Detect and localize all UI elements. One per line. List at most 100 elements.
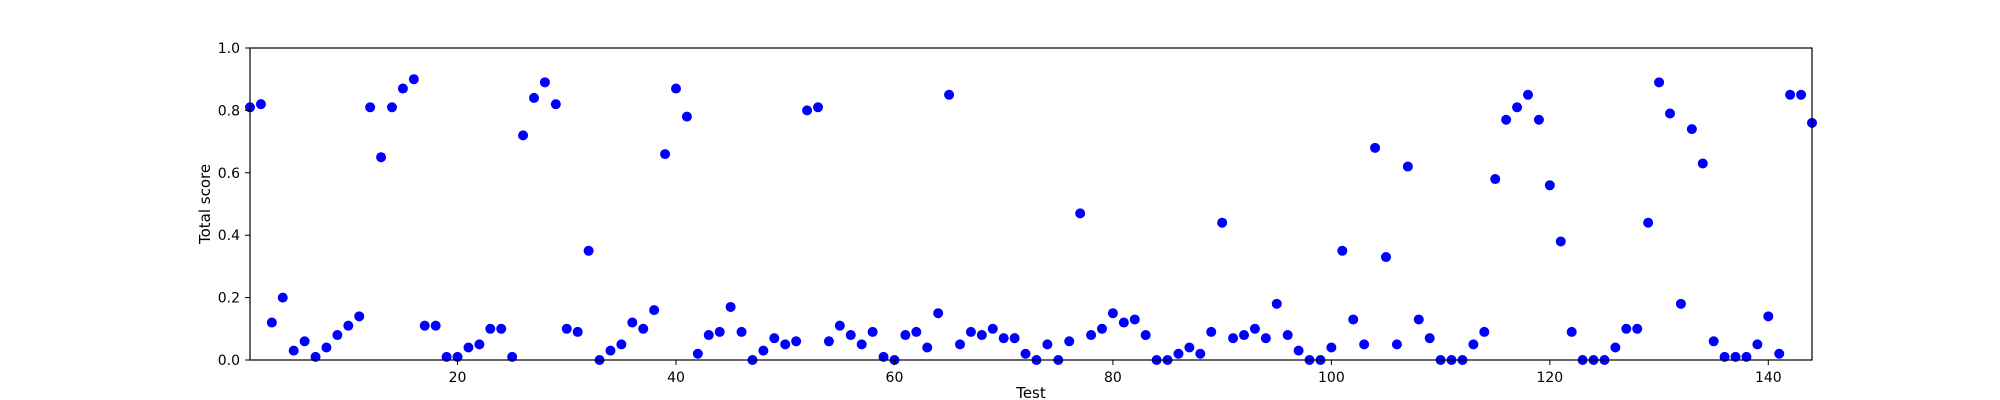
data-point [1566, 326, 1577, 337]
data-point [1129, 314, 1140, 325]
data-point [518, 130, 529, 141]
data-point [1337, 245, 1348, 256]
data-point [1719, 351, 1730, 362]
y-tick-label: 0.0 [218, 353, 240, 369]
data-point [1271, 298, 1282, 309]
data-point [332, 330, 343, 341]
data-point [1249, 323, 1260, 334]
data-point [539, 77, 550, 88]
data-point [736, 326, 747, 337]
data-point [255, 99, 266, 110]
data-point [397, 83, 408, 94]
data-point [769, 333, 780, 344]
data-point [1468, 339, 1479, 350]
data-point [955, 339, 965, 350]
data-point [998, 333, 1009, 344]
data-point [660, 149, 671, 160]
data-point [452, 351, 463, 362]
data-point [976, 330, 987, 341]
data-point [496, 323, 507, 334]
data-point [1424, 333, 1435, 344]
data-points [245, 74, 1817, 365]
data-point [572, 326, 583, 337]
data-point [616, 339, 627, 350]
data-point [1643, 217, 1654, 228]
x-tick-label: 120 [1536, 370, 1563, 386]
data-point [1348, 314, 1359, 325]
data-point [310, 351, 321, 362]
data-point [1697, 158, 1708, 169]
data-point [1293, 345, 1304, 356]
data-point [1796, 89, 1807, 100]
data-point [1632, 323, 1643, 334]
y-axis-label: Total score [196, 164, 214, 245]
data-point [1665, 108, 1675, 119]
data-point [834, 320, 845, 331]
data-point [485, 323, 496, 334]
data-point [1555, 236, 1566, 247]
data-point [878, 351, 889, 362]
data-point [922, 342, 933, 353]
data-point [1239, 330, 1249, 341]
data-point [965, 326, 976, 337]
data-point [1785, 89, 1796, 100]
y-tick-label: 1.0 [218, 41, 240, 57]
data-point [288, 345, 299, 356]
data-point [933, 308, 944, 319]
data-point [277, 292, 288, 303]
data-point [1064, 336, 1075, 347]
data-point [671, 83, 681, 94]
data-point [1097, 323, 1107, 334]
data-point [1370, 142, 1381, 153]
data-point [1490, 174, 1501, 185]
data-point [1654, 77, 1665, 88]
data-point [714, 326, 725, 337]
data-point [408, 74, 419, 85]
data-point [1610, 342, 1621, 353]
data-point [987, 323, 998, 334]
data-point [845, 330, 856, 341]
data-point [1075, 208, 1086, 219]
data-point [583, 245, 594, 256]
data-point [703, 330, 714, 341]
data-point [1763, 311, 1774, 322]
data-point [802, 105, 813, 116]
data-point [944, 89, 955, 100]
data-point [681, 111, 692, 122]
data-point [1512, 102, 1523, 113]
data-point [1391, 339, 1402, 350]
data-point [605, 345, 616, 356]
data-point [1730, 351, 1741, 362]
x-tick-label: 40 [667, 370, 685, 386]
data-point [1402, 161, 1413, 172]
data-point [365, 102, 376, 113]
data-point [1184, 342, 1195, 353]
data-point [1675, 298, 1686, 309]
data-point [1381, 252, 1391, 263]
y-axis: 0.0 0.2 0.4 0.6 0.8 1.0 [218, 41, 250, 369]
data-point [343, 320, 354, 331]
data-point [911, 326, 922, 337]
data-point [867, 326, 878, 337]
data-point [1020, 348, 1031, 359]
data-point [1533, 114, 1544, 125]
data-point [1686, 124, 1697, 135]
data-point [1217, 217, 1228, 228]
data-point [561, 323, 572, 334]
data-point [649, 305, 660, 316]
data-point [354, 311, 365, 322]
data-point [266, 317, 277, 328]
data-point [823, 336, 834, 347]
data-point [1413, 314, 1424, 325]
data-point [627, 317, 638, 328]
data-point [1140, 330, 1151, 341]
data-point [1118, 317, 1129, 328]
data-point [1708, 336, 1719, 347]
data-point [1621, 323, 1632, 334]
x-axis-label: Test [1015, 384, 1046, 400]
data-point [376, 152, 387, 163]
y-tick-label: 0.4 [218, 228, 240, 244]
data-point [1752, 339, 1763, 350]
data-point [791, 336, 802, 347]
